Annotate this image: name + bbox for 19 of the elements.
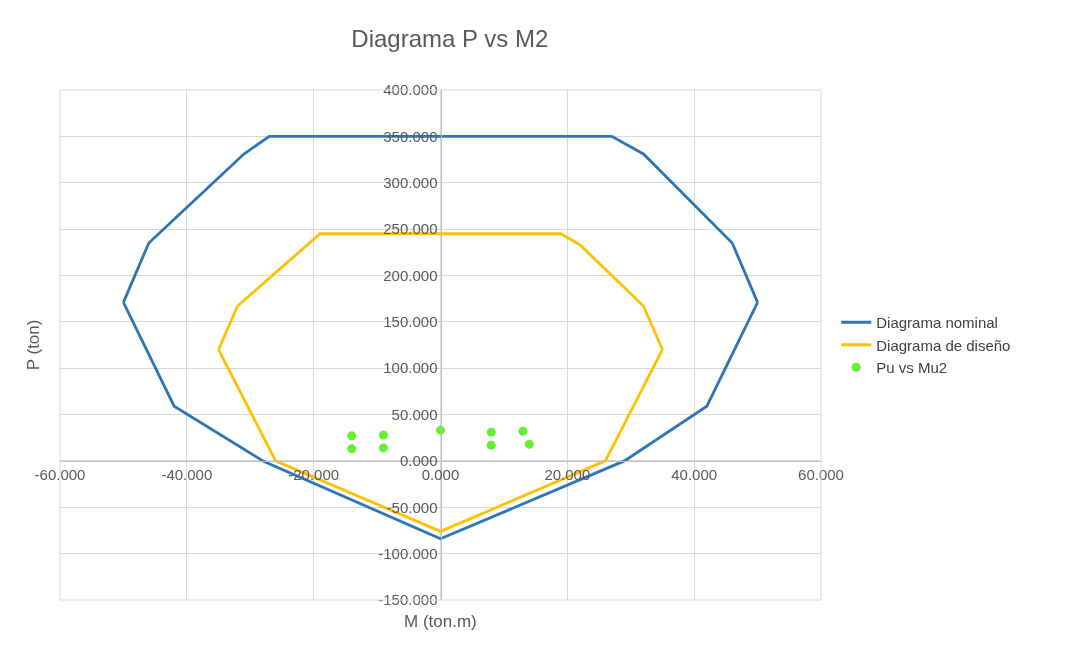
y-tick-label: 50.000 — [391, 405, 438, 423]
y-tick-label: 150.000 — [383, 313, 438, 331]
y-tick-label: -150.000 — [378, 591, 438, 609]
y-tick-label: -50.000 — [386, 498, 438, 516]
y-tick-label: 200.000 — [383, 266, 438, 284]
x-tick-label: -40.000 — [161, 465, 213, 483]
y-tick-label: 300.000 — [383, 173, 438, 191]
legend-label: Diagrama de diseño — [876, 336, 1011, 354]
chart-title: Diagrama P vs M2 — [351, 24, 549, 52]
y-tick-label: -100.000 — [378, 544, 438, 562]
x-tick-label: -60.000 — [34, 465, 86, 483]
legend-label: Diagrama nominal — [876, 314, 998, 332]
x-tick-label: 40.000 — [671, 465, 718, 483]
y-tick-label: 400.000 — [383, 81, 438, 99]
x-axis-title: M (ton.m) — [404, 612, 477, 631]
y-axis-title: P (ton) — [24, 319, 44, 371]
legend-label: Pu vs Mu2 — [876, 359, 948, 377]
x-tick-label: 60.000 — [798, 465, 844, 483]
y-tick-label: 100.000 — [383, 359, 438, 377]
